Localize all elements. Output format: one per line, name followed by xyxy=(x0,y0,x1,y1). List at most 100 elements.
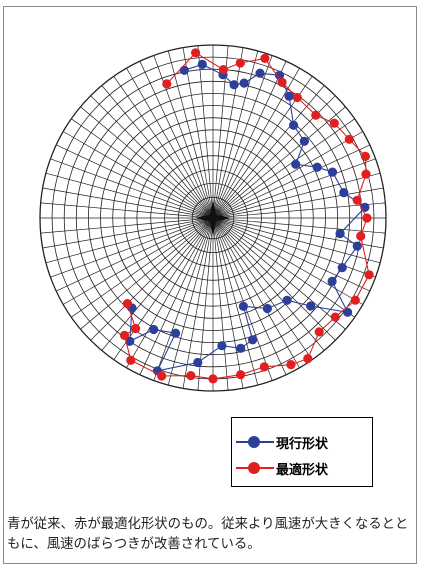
data-point xyxy=(286,360,296,370)
grid-spoke xyxy=(212,217,229,391)
data-point xyxy=(330,312,340,322)
grid-spoke xyxy=(212,55,273,219)
data-point xyxy=(126,355,136,365)
grid-spoke xyxy=(139,61,214,219)
legend-swatch-current xyxy=(236,435,274,449)
grid-spoke xyxy=(167,217,214,386)
grid-spoke xyxy=(50,217,214,278)
data-point xyxy=(197,59,207,69)
legend-label-optimal: 最適形状 xyxy=(276,462,329,478)
grid-spoke xyxy=(212,217,325,351)
grid-spoke xyxy=(90,217,214,341)
data-point xyxy=(337,263,347,273)
data-point xyxy=(259,362,269,372)
grid-spoke xyxy=(212,158,376,219)
grid-spoke xyxy=(40,217,214,234)
grid-spoke xyxy=(63,131,214,219)
data-point xyxy=(217,341,227,351)
center-star xyxy=(194,199,232,237)
grid-spoke xyxy=(182,47,214,219)
data-point xyxy=(179,65,189,75)
data-point xyxy=(314,327,324,337)
grid-spoke xyxy=(212,217,346,330)
grid-spoke xyxy=(212,47,244,219)
grid-spoke xyxy=(90,95,214,219)
data-point xyxy=(262,303,272,314)
data-point xyxy=(248,335,258,345)
grid-spoke xyxy=(212,217,386,234)
grid-spoke xyxy=(212,217,376,278)
data-point xyxy=(162,79,172,89)
grid-spoke xyxy=(212,187,384,219)
data-point xyxy=(218,65,228,75)
data-point xyxy=(236,370,246,380)
data-point xyxy=(122,299,132,309)
grid-spoke xyxy=(212,68,300,219)
data-point xyxy=(208,374,218,384)
polar-grid xyxy=(39,44,387,392)
data-point xyxy=(238,301,248,311)
grid-spoke xyxy=(167,50,214,219)
grid-spoke xyxy=(212,144,370,219)
grid-spoke xyxy=(212,106,346,219)
grid-spoke xyxy=(212,217,336,341)
grid-spoke xyxy=(212,217,244,389)
grid-spoke xyxy=(212,217,363,305)
data-point xyxy=(306,301,316,311)
legend-label-current: 現行形状 xyxy=(276,436,329,452)
data-point xyxy=(186,371,196,381)
grid-spoke xyxy=(71,217,214,318)
data-point xyxy=(343,307,353,317)
data-point xyxy=(327,167,338,177)
grid-spoke xyxy=(71,118,214,219)
data-point xyxy=(291,159,301,169)
grid-spoke xyxy=(212,172,381,219)
data-point xyxy=(303,354,313,364)
data-point xyxy=(193,357,203,368)
grid-spoke xyxy=(212,217,355,318)
grid-spoke xyxy=(212,131,363,219)
grid-spoke xyxy=(197,45,214,219)
grid-spoke xyxy=(153,217,214,381)
grid-spoke xyxy=(212,217,273,381)
grid-spoke xyxy=(101,217,214,351)
data-point xyxy=(289,120,299,130)
grid-spoke xyxy=(126,217,214,368)
data-point xyxy=(125,336,135,346)
legend-item-optimal: 最適形状 xyxy=(232,458,328,478)
data-point xyxy=(356,231,366,241)
grid-spoke xyxy=(139,217,214,375)
data-point xyxy=(274,70,285,80)
data-point xyxy=(350,295,360,305)
grid-spoke xyxy=(56,144,214,219)
data-point xyxy=(236,343,246,353)
grid-spoke xyxy=(212,217,313,360)
grid-spoke xyxy=(212,85,325,219)
polar-chart xyxy=(39,44,387,392)
grid-spoke xyxy=(113,76,214,219)
series-optimal xyxy=(119,48,374,384)
data-point xyxy=(360,151,370,161)
grid-spoke xyxy=(56,217,214,292)
data-point xyxy=(157,371,167,381)
grid-spoke xyxy=(126,68,214,219)
data-point xyxy=(344,134,354,144)
data-point xyxy=(312,162,322,172)
legend-swatch-optimal xyxy=(236,461,274,475)
legend-item-current: 現行形状 xyxy=(232,432,328,452)
data-point xyxy=(171,328,181,338)
data-point xyxy=(361,169,371,179)
data-point xyxy=(292,92,302,103)
data-point xyxy=(229,80,239,90)
data-point xyxy=(149,324,159,335)
data-point xyxy=(362,213,372,223)
grid-spoke xyxy=(212,217,287,375)
grid-spoke xyxy=(212,217,370,292)
data-point xyxy=(335,229,345,239)
grid-spoke xyxy=(80,106,214,219)
grid-spoke xyxy=(212,118,355,219)
data-point xyxy=(329,118,339,128)
grid-spoke xyxy=(212,217,300,368)
series-current xyxy=(125,59,370,376)
series-line xyxy=(123,52,370,380)
